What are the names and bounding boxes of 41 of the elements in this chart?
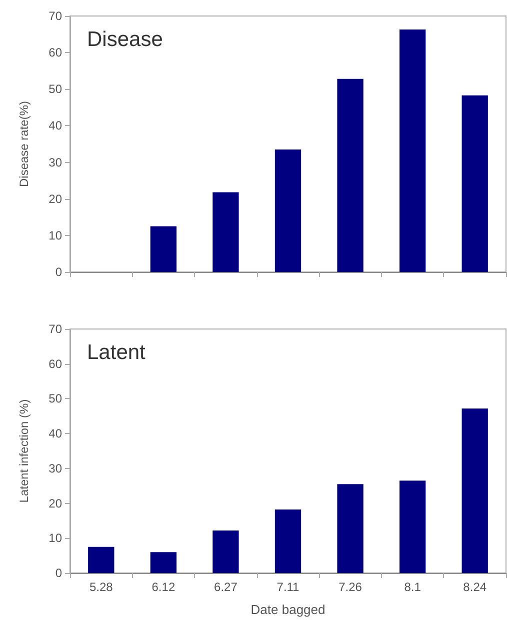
bar [337, 78, 364, 272]
y-tick-label: 0 [55, 265, 62, 279]
bar [274, 149, 302, 272]
y-tick-label: 10 [48, 531, 62, 546]
y-tick-label: 50 [48, 82, 62, 96]
y-tick-label: 20 [48, 192, 62, 206]
bar [337, 484, 364, 573]
y-axis-title: Disease rate(%) [17, 100, 31, 188]
bar [462, 95, 488, 272]
y-tick-label: 60 [48, 356, 62, 371]
y-tick-label: 70 [48, 9, 62, 23]
y-tick-label: 30 [48, 461, 62, 476]
x-tick-label: 5.28 [89, 580, 114, 594]
x-axis-title: Date bagged [250, 602, 326, 617]
x-tick-label: 7.26 [338, 580, 362, 594]
bar [150, 552, 177, 573]
x-tick-label: 8.24 [463, 580, 487, 594]
y-tick-label: 60 [48, 46, 62, 60]
y-tick-label: 50 [48, 392, 62, 406]
y-tick-label: 40 [48, 426, 62, 441]
x-tick-label: 7.11 [276, 580, 300, 594]
x-tick-label: 8.1 [404, 580, 422, 594]
y-axis-title: Latent infection (%) [17, 399, 31, 503]
text: Disease [87, 28, 163, 51]
bar [399, 480, 426, 573]
y-tick-label: 20 [48, 496, 62, 510]
y-tick-label: 30 [48, 155, 62, 170]
bar [150, 226, 177, 272]
bar [88, 546, 114, 573]
text: Latent [87, 341, 146, 364]
y-tick-label: 70 [48, 322, 62, 336]
bar [212, 192, 239, 272]
bar [274, 510, 302, 573]
bar [399, 30, 426, 272]
y-tick-label: 10 [48, 228, 62, 242]
y-tick-label: 0 [55, 566, 62, 580]
x-tick-label: 6.27 [214, 580, 238, 594]
y-tick-label: 40 [48, 118, 62, 133]
bar [462, 408, 488, 573]
bar [212, 530, 239, 573]
x-tick-label: 6.12 [152, 580, 176, 594]
